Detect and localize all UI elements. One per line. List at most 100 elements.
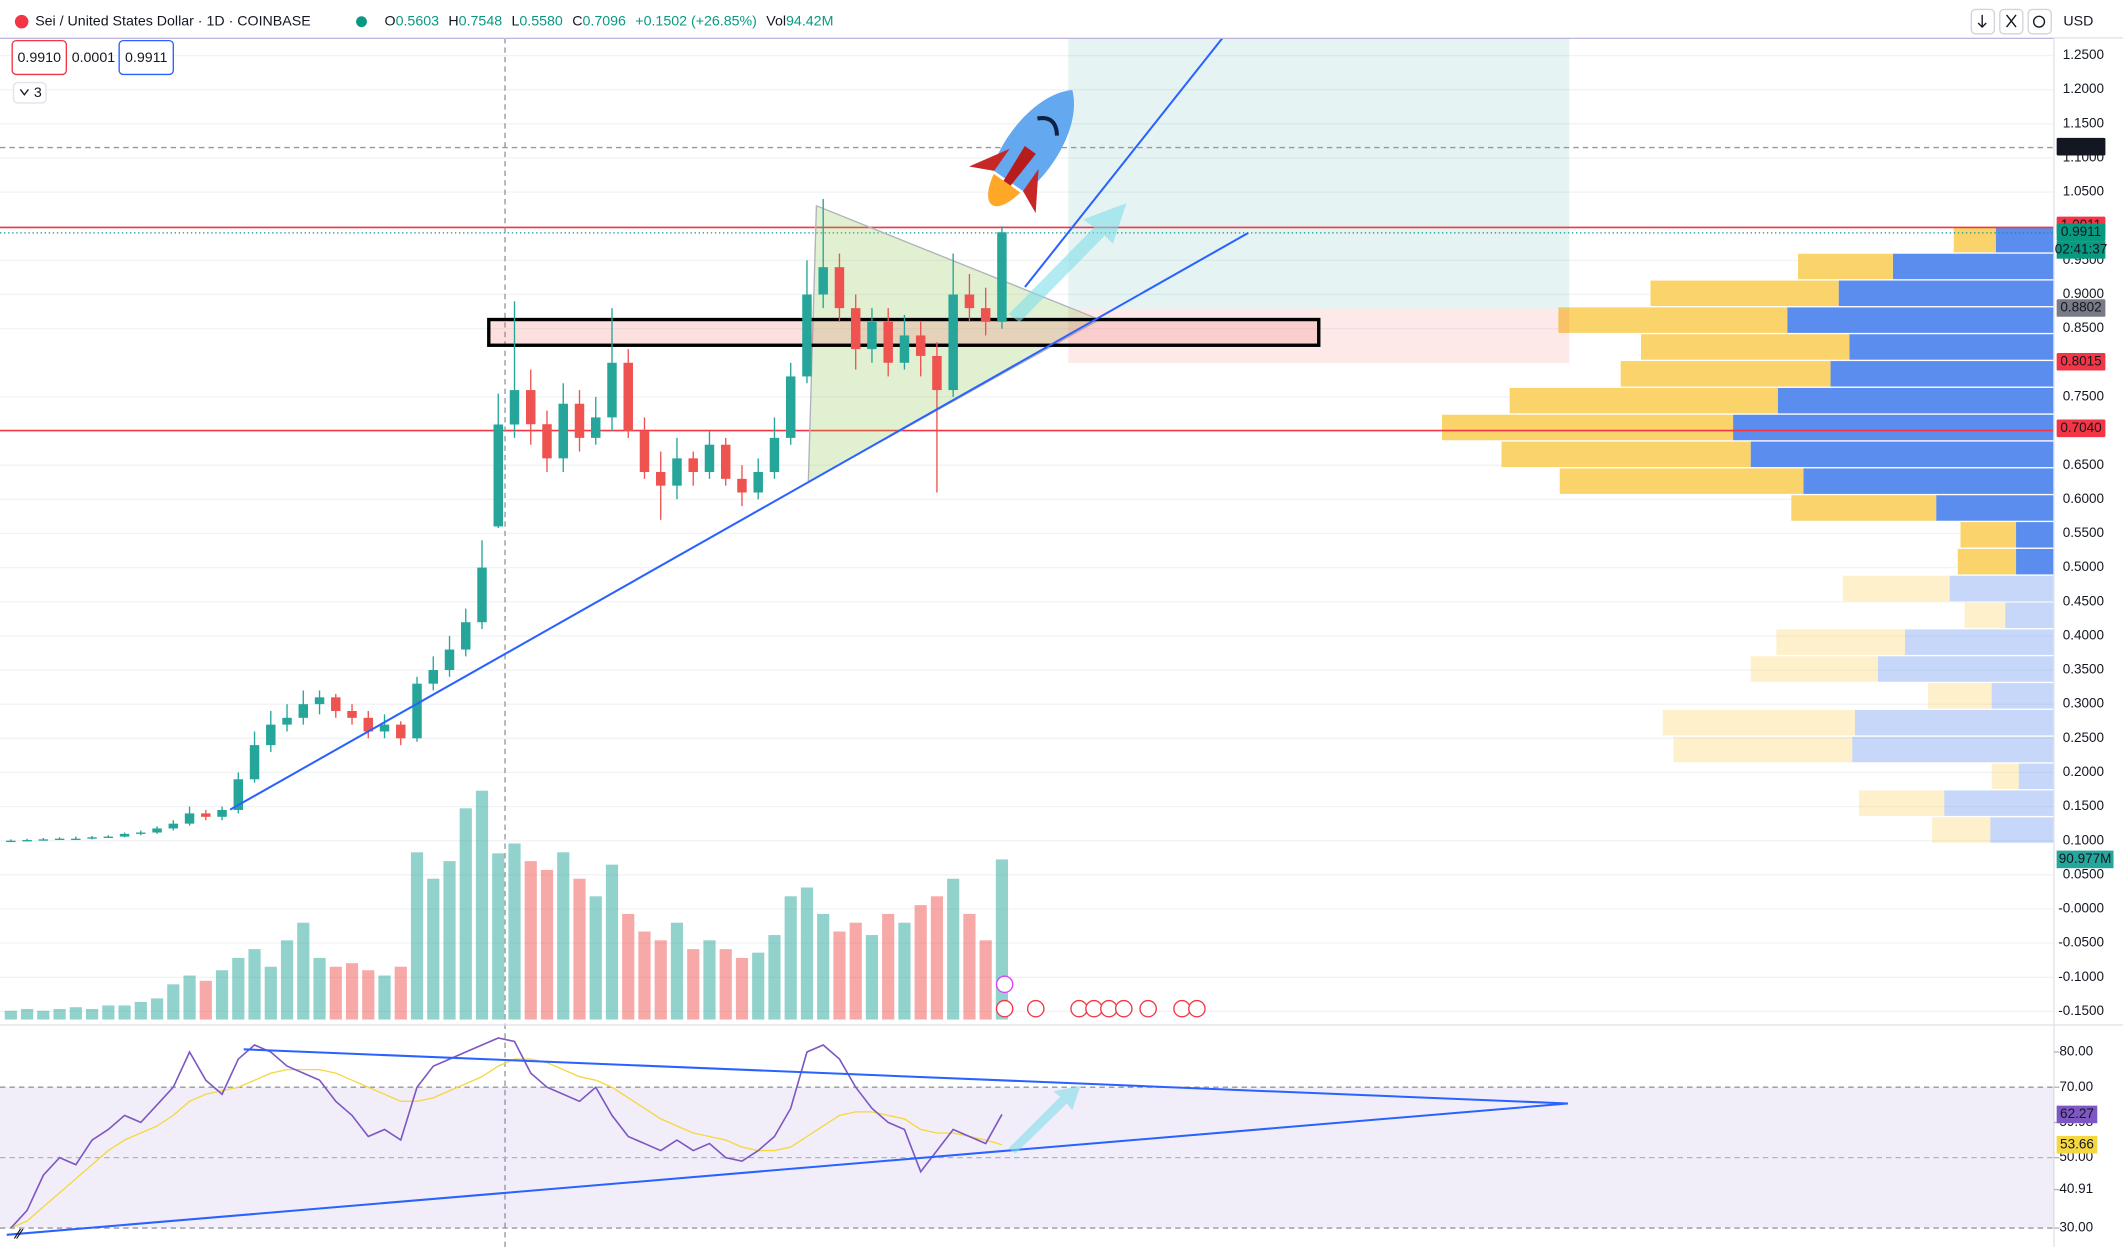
candle-body [493,424,503,527]
volume-bar [37,1010,50,1020]
profile-down [1858,790,1945,816]
icon [19,88,29,96]
rsi-ma-line [10,1058,1003,1229]
candle-body [574,403,585,438]
volume-bar [508,843,521,1020]
long-target-zone [1068,37,1570,309]
profile-down [1798,253,1893,280]
candle-body [526,390,536,425]
symbol-icon [14,14,29,29]
sell-price: 0.9910 [18,50,62,66]
volume-bar [362,970,375,1020]
volume-bar [183,975,196,1020]
profile-up [1949,575,2054,602]
candle-body [38,839,49,841]
candle-body [298,704,309,718]
profile-down [1558,307,1788,333]
y-tick-label: 0.3000 [2063,696,2104,711]
volume-bar [605,864,619,1020]
profile-down [1953,226,1996,253]
rsi-tag-label: 53.66 [2060,1136,2094,1151]
volume-bar [264,966,277,1020]
vol-label: Vol [766,13,786,29]
volume-bar [784,896,797,1020]
spread: 0.0001 [72,50,116,66]
volume-bar [622,913,635,1020]
buy-button[interactable] [118,39,174,76]
volume-bar [833,931,846,1020]
rsi-tick-label: 40.91 [2059,1181,2093,1196]
profile-down [1791,495,1937,521]
profile-up [1830,361,2054,387]
volume-bar [589,896,602,1020]
c-label: C [572,13,582,29]
profile-up [1892,253,2054,280]
o-value: 0.5603 [396,13,440,29]
event-icon [1100,999,1118,1018]
profile-up [1991,683,2054,709]
candle-body [379,724,390,732]
volume-bar [654,940,667,1020]
candle-body [396,724,406,739]
y-tick-label: 0.2000 [2063,764,2104,779]
logo: ⁄⁄ [13,1227,23,1243]
profile-down [1991,763,2019,790]
candle-body [834,267,845,309]
rocket-flame [988,173,1021,207]
volume-bar [752,952,765,1020]
rsi-trend-line [6,1102,1568,1236]
rocket-fin [1023,168,1039,214]
candle-body [136,832,146,834]
icon [2032,15,2046,28]
profile-down [1750,656,1878,682]
candle-body [558,403,568,459]
candle-body [184,813,195,824]
profile-down [1441,414,1734,441]
candle-body [720,444,731,479]
candle-body [87,837,97,839]
candle-body [22,840,32,842]
candle-body [444,649,455,671]
volume-bar [865,935,879,1020]
candle-body [818,267,828,295]
rsi-tag [2056,1135,2098,1154]
y-tick-label: 1.2500 [2063,47,2104,62]
volume-bar [735,957,749,1020]
y-tick-label: -0.1500 [2058,1003,2104,1018]
volume-bar [540,869,554,1020]
y-tick-label: 0.6500 [2063,457,2104,472]
volume-bar [297,922,310,1020]
h-label: H [448,13,458,29]
profile-down [1559,468,1804,494]
y-tick-label: -0.0000 [2058,901,2104,916]
buy-price: 0.9911 [125,50,167,66]
layer [6,198,1007,843]
candle-body [233,779,244,810]
candle-body [997,232,1007,322]
sell-button[interactable] [11,39,68,76]
button[interactable] [2027,8,2052,35]
h-value: 0.7548 [459,13,503,29]
volume-tag [2056,850,2114,869]
y-tick-label: 0.5500 [2063,525,2104,540]
candle-body [217,809,227,817]
candle-body [542,424,552,459]
collapse-button[interactable] [12,81,47,104]
y-tick-label: 0.8500 [2063,320,2104,335]
rsi-tag-label: 62.27 [2060,1106,2094,1121]
event-icon [1139,999,1157,1018]
currency: USD [2063,13,2093,29]
profile-down [1842,575,1950,602]
profile-up [1777,387,2054,414]
indicator-count: 3 [34,85,42,101]
candle-body [607,362,617,418]
event-icon [1173,999,1191,1018]
candle-body [282,717,292,725]
volume-bar [670,922,684,1020]
volume-bar [443,861,456,1020]
rsi-trend-line [243,1048,1568,1105]
candle-body [688,458,698,473]
o-label: O [385,13,396,29]
y-tick-label: 0.1500 [2063,798,2104,813]
